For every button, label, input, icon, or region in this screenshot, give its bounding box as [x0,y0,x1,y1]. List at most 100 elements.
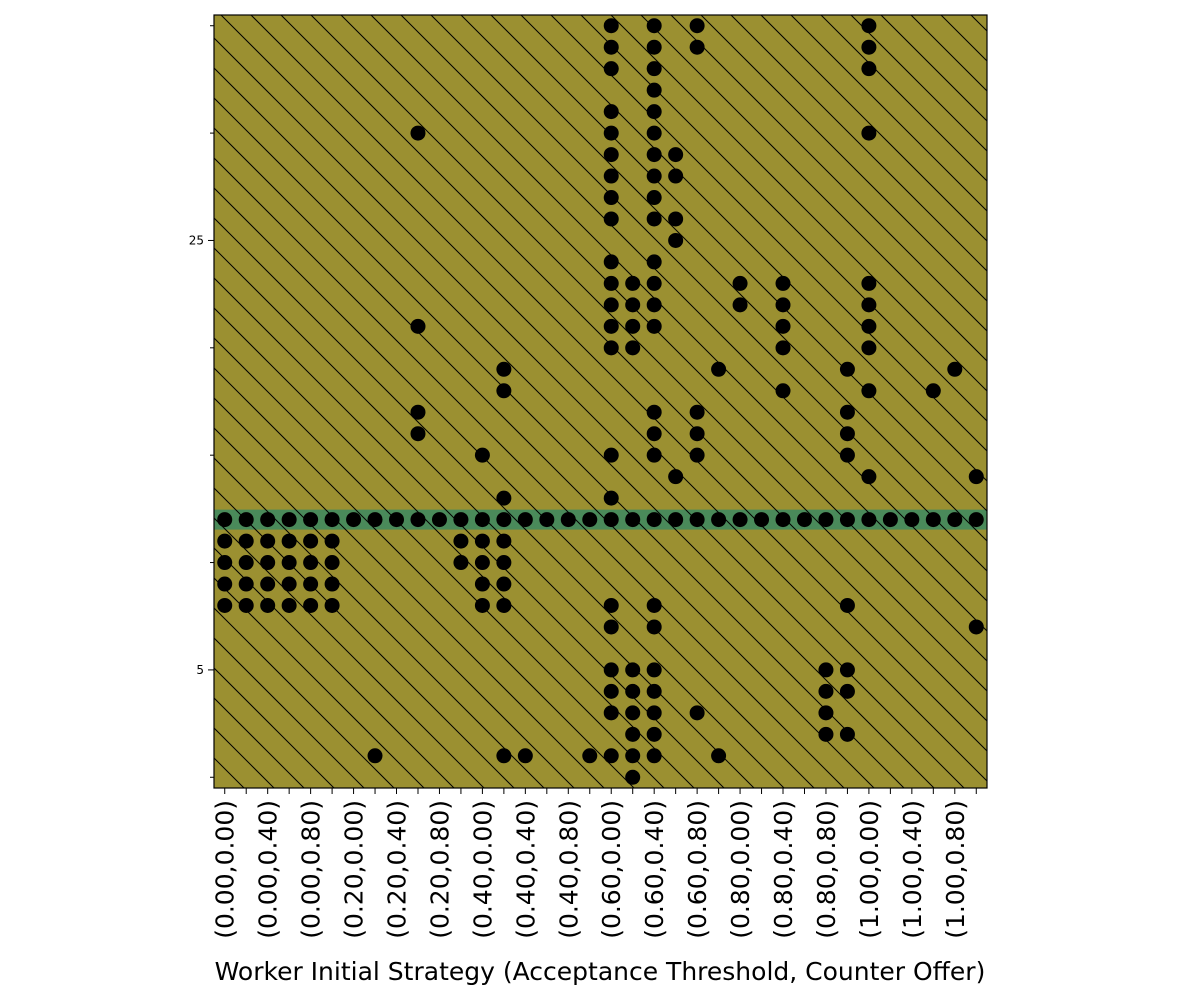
data-point [346,512,362,528]
data-point [839,404,855,420]
data-point [603,340,619,356]
y-tick-label: 25 [189,233,204,247]
data-point [260,576,276,592]
hatch-line [610,15,987,392]
data-point [603,705,619,721]
data-point [775,318,791,334]
data-point [603,275,619,291]
data-point [603,297,619,313]
data-point [217,533,233,549]
data-point [646,82,662,98]
highlight-band [214,509,987,530]
data-point [646,61,662,77]
data-point [603,490,619,506]
hatch-line [340,15,987,662]
data-point [646,404,662,420]
data-point [238,555,254,571]
data-point [496,512,512,528]
hatch-line [214,487,515,788]
data-point [410,404,426,420]
data-point [625,769,641,785]
x-tick-label: (1.00,0.80) [941,800,970,939]
x-tick-label: (1.00,0.40) [898,800,927,939]
data-point [625,318,641,334]
data-point [861,469,877,485]
data-point [324,533,340,549]
y-tick-label: 5 [196,663,204,677]
hatch-line [1001,15,1200,788]
hatch-line [700,15,987,302]
data-point [646,168,662,184]
x-tick-label: (0.40,0.80) [554,800,583,939]
data-point [474,512,490,528]
data-point [603,662,619,678]
data-point [818,662,834,678]
data-point [947,512,963,528]
data-point [732,275,748,291]
data-point [754,512,770,528]
data-point [646,190,662,206]
data-point [818,726,834,742]
data-point [453,533,469,549]
hatch-line [970,15,987,32]
data-point [861,39,877,55]
data-point [474,447,490,463]
hatch-line [214,277,725,788]
data-point [711,748,727,764]
data-point [303,512,319,528]
data-point [668,232,684,248]
data-point [689,447,705,463]
data-point [689,39,705,55]
hatch-line [520,15,987,482]
data-point [260,533,276,549]
hatch-line [214,337,665,788]
x-tick-label: (0.80,0.00) [726,800,755,939]
data-point [689,512,705,528]
data-point [861,383,877,399]
hatch-line [310,15,987,692]
hatch-line [214,247,755,788]
x-tick-label: (0.20,0.80) [425,800,454,939]
data-point [303,576,319,592]
data-point [625,683,641,699]
data-point [625,662,641,678]
data-point [668,469,684,485]
data-point [496,748,512,764]
data-point [775,383,791,399]
data-point [861,297,877,313]
data-point [453,512,469,528]
hatch-line [430,15,987,572]
x-tick-label: (0.60,0.40) [640,800,669,939]
data-point [668,147,684,163]
x-tick-label: (0.80,0.40) [769,800,798,939]
data-point [904,512,920,528]
data-point [796,512,812,528]
data-point [496,576,512,592]
data-point [625,726,641,742]
data-point [260,597,276,613]
data-point [646,104,662,120]
hatch-line [490,15,987,512]
hatch-line [730,15,987,272]
data-point [668,512,684,528]
data-point [839,726,855,742]
data-point [324,576,340,592]
data-point [839,361,855,377]
data-point [775,512,791,528]
data-point [367,748,383,764]
data-point [474,533,490,549]
data-point [603,39,619,55]
data-point [496,361,512,377]
data-point [839,662,855,678]
data-point [603,18,619,34]
x-tick-label: (0.00,0.40) [254,800,283,939]
hatch-line [214,157,845,788]
hatch-line [820,15,987,182]
hatch-line [580,15,987,422]
data-point [861,275,877,291]
data-point [474,597,490,613]
data-point [517,512,533,528]
data-point [689,705,705,721]
band-rect [214,509,987,530]
data-point [474,576,490,592]
